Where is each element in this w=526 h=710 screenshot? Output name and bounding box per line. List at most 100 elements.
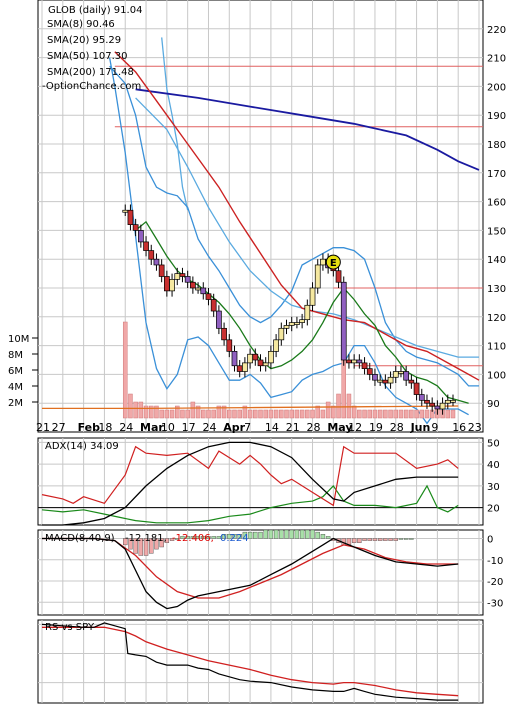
macd-histogram-bar (294, 529, 300, 539)
rs-line (41, 622, 459, 701)
y-tick-label: 180 (487, 140, 506, 151)
candle-body (190, 281, 196, 289)
volume-bar (227, 409, 232, 419)
volume-bar (128, 393, 133, 419)
macd-histogram-bar (299, 529, 305, 539)
candle-body (164, 276, 170, 292)
candle-body (132, 224, 139, 231)
watermark: -OptionChance.com (42, 81, 141, 92)
y-tick-label: 160 (487, 198, 506, 209)
y-tick-label: 150 (487, 226, 506, 237)
y-tick-label: 110 (487, 342, 506, 353)
x-tick-label: 21 (286, 421, 300, 434)
volume-bar (247, 409, 253, 419)
candle-body (424, 399, 430, 404)
adx-tick-label: 20 (487, 504, 500, 515)
x-tick-label: 19 (369, 421, 383, 434)
earnings-marker (325, 254, 341, 270)
candle-body (179, 273, 186, 277)
volume-bar (294, 409, 300, 419)
candle-body (242, 362, 248, 372)
macd-histogram-bar (279, 529, 284, 539)
x-tick-label: 24 (202, 421, 216, 434)
macd-histogram-bar (273, 529, 279, 539)
candle-body (408, 379, 415, 384)
candle-body (184, 276, 191, 283)
macd-histogram-bar (237, 534, 242, 539)
rs-average-line (42, 626, 459, 697)
macd-histogram-bar (211, 536, 216, 539)
sma200-line (135, 88, 480, 171)
macd-histogram-bar (143, 538, 149, 556)
candle-body (262, 362, 269, 367)
candle-body (314, 264, 321, 289)
volume-bar (445, 409, 451, 419)
legend-sma8: SMA(8) 90.46 (47, 19, 115, 30)
volume-bar (398, 409, 404, 419)
volume-bar (164, 409, 170, 419)
y-tick-label: 170 (487, 169, 506, 180)
macd-histogram-bar (409, 538, 414, 540)
volume-bar (367, 409, 372, 419)
macd-histogram-bar (133, 538, 138, 554)
candle-body (387, 376, 394, 384)
chart-labels: GLOB (daily) 91.04 SMA(8) 90.46 SMA(20) … (42, 5, 249, 633)
y-tick-label: 140 (487, 255, 506, 266)
volume-bar (258, 409, 263, 419)
adx-panel: 20 30 40 50 (37, 437, 500, 526)
volume-bar (232, 409, 237, 419)
adx-tick-label: 40 (487, 460, 500, 471)
adx-tick-label: 50 (487, 438, 500, 449)
candle-body (288, 322, 295, 326)
candle-body (221, 327, 227, 341)
macd-histogram-bar (206, 536, 211, 539)
volume-bar (362, 409, 367, 419)
volume-bar (377, 409, 383, 419)
macd-histogram-bar (258, 531, 263, 539)
volume-bar (305, 409, 310, 419)
volume-bar (263, 409, 268, 419)
candle-body (398, 371, 404, 374)
minus-di-line (41, 445, 459, 507)
volume-bar (388, 409, 393, 419)
macd-histogram-bar (232, 534, 237, 539)
x-tick-label: Jun (410, 421, 431, 434)
macd-histogram-bar (169, 538, 175, 541)
macd-title: MACD(8,40,9) (45, 533, 115, 544)
candle-body (268, 351, 274, 364)
y-tick-label: 190 (487, 111, 506, 122)
macd-histogram-bar (325, 536, 331, 539)
macd-histogram-bar (393, 538, 398, 541)
macd-tick-label: -30 (487, 598, 503, 609)
panel-frame (37, 619, 484, 704)
candle-body (205, 293, 212, 300)
x-tick-label: May (327, 421, 352, 434)
volume-bar (346, 393, 352, 419)
macd-histogram-bar (185, 536, 190, 539)
volume-tick-label: 4M (8, 382, 23, 393)
candle-body (252, 353, 259, 361)
volume-bar (325, 401, 331, 419)
x-tick-label: Mar (140, 421, 164, 434)
macd-histogram-bar (159, 538, 164, 548)
volume-tick-label: 10M (8, 334, 29, 345)
macd-value: -12.181, (125, 533, 167, 544)
x-tick-label: 23 (468, 421, 482, 434)
macd-histogram-bar (175, 538, 180, 540)
volume-tick-label: 6M (8, 366, 23, 377)
volume-bar (242, 405, 248, 419)
volume-bar (154, 405, 159, 419)
candle-body (351, 359, 357, 364)
macd-histogram-bar (268, 529, 274, 539)
volume-bar (169, 409, 175, 419)
macd-histogram-bar (253, 531, 258, 539)
band-spike-line (161, 37, 189, 211)
candle-body (174, 273, 181, 280)
candle-body (413, 382, 420, 395)
candle-body (247, 353, 253, 364)
x-tick-label: Apr (223, 421, 245, 434)
sma8-line (135, 220, 469, 404)
volume-bar (424, 409, 430, 419)
x-tick-label: 24 (119, 421, 133, 434)
